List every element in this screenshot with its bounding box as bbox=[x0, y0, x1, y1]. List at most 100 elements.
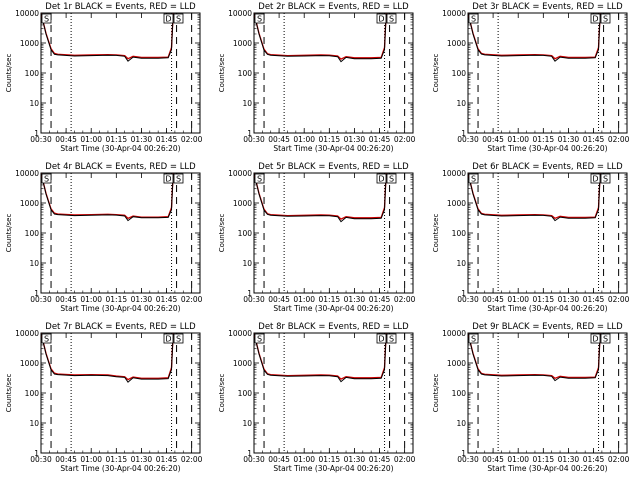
y-tick-label: 100 bbox=[25, 389, 40, 398]
marker-box-label: D bbox=[165, 15, 171, 24]
x-tick-label: 02:00 bbox=[394, 295, 416, 304]
y-tick-label: 1 bbox=[34, 289, 39, 298]
x-tick-label: 02:00 bbox=[394, 135, 416, 144]
marker-box bbox=[468, 173, 479, 184]
plot-area bbox=[254, 13, 406, 133]
marker-box bbox=[468, 333, 479, 344]
x-tick-label: 00:45 bbox=[482, 135, 504, 144]
lld-series-line bbox=[41, 333, 174, 381]
chart-title: Det 8r BLACK = Events, RED = LLD bbox=[258, 322, 409, 332]
chart-title: Det 3r BLACK = Events, RED = LLD bbox=[472, 2, 623, 12]
marker-box bbox=[600, 333, 611, 344]
plot-area bbox=[41, 13, 193, 133]
y-tick-label: 1 bbox=[461, 129, 466, 138]
plot-area bbox=[41, 333, 193, 453]
x-tick-label: 01:45 bbox=[156, 295, 178, 304]
marker-box-label: S bbox=[257, 175, 262, 184]
x-tick-label: 01:15 bbox=[106, 455, 128, 464]
marker-box-label: S bbox=[176, 15, 181, 24]
x-tick-label: 01:00 bbox=[507, 455, 529, 464]
marker-box bbox=[254, 173, 265, 184]
detector-chart-7: Det 7r BLACK = Events, RED = LLD 1 10 100 10… bbox=[5, 322, 203, 473]
plot-area bbox=[468, 333, 620, 453]
plot-area bbox=[41, 173, 193, 293]
plot-area bbox=[254, 333, 406, 453]
y-tick-label: 10 bbox=[242, 259, 252, 268]
y-tick-label: 10000 bbox=[442, 169, 466, 178]
y-tick-label: 10 bbox=[456, 259, 466, 268]
x-tick-label: 00:45 bbox=[482, 455, 504, 464]
y-tick-label: 100 bbox=[25, 69, 40, 78]
lld-series-line bbox=[41, 173, 174, 220]
y-tick-label: 100 bbox=[238, 229, 253, 238]
x-tick-label: 00:30 bbox=[30, 135, 52, 144]
marker-box-label: S bbox=[257, 15, 262, 24]
x-tick-label: 00:45 bbox=[268, 455, 290, 464]
x-tick-label: 02:00 bbox=[181, 455, 203, 464]
x-tick-label: 00:45 bbox=[482, 295, 504, 304]
events-series-line bbox=[254, 173, 387, 223]
x-tick-label: 02:00 bbox=[181, 135, 203, 144]
x-tick-label: 00:45 bbox=[268, 135, 290, 144]
x-tick-label: 00:30 bbox=[243, 135, 265, 144]
marker-box bbox=[254, 333, 265, 344]
y-tick-label: 1000 bbox=[233, 199, 252, 208]
x-tick-label: 02:00 bbox=[394, 455, 416, 464]
marker-box bbox=[590, 13, 601, 24]
marker-box bbox=[376, 333, 387, 344]
marker-box-label: D bbox=[165, 335, 171, 344]
y-axis-label: Counts/sec bbox=[218, 374, 226, 413]
y-tick-label: 1000 bbox=[233, 359, 252, 368]
events-series-line bbox=[254, 333, 387, 383]
marker-box-label: S bbox=[471, 335, 476, 344]
detector-chart-5: Det 5r BLACK = Events, RED = LLD 1 10 100 10… bbox=[218, 162, 416, 313]
y-axis-label: Counts/sec bbox=[218, 54, 226, 93]
y-axis-label: Counts/sec bbox=[5, 374, 13, 413]
lld-series-line bbox=[254, 13, 387, 60]
x-tick-label: 01:15 bbox=[319, 455, 341, 464]
x-tick-label: 01:30 bbox=[558, 455, 580, 464]
y-tick-label: 10000 bbox=[228, 169, 252, 178]
plot-area bbox=[468, 13, 620, 133]
marker-box-label: D bbox=[378, 335, 384, 344]
y-tick-label: 10 bbox=[456, 99, 466, 108]
x-axis-label: Start Time (30-Apr-04 00:26:20) bbox=[273, 464, 393, 473]
y-tick-label: 10000 bbox=[228, 9, 252, 18]
y-tick-label: 1000 bbox=[20, 199, 39, 208]
x-tick-label: 00:45 bbox=[268, 295, 290, 304]
y-tick-label: 1 bbox=[461, 449, 466, 458]
marker-box-label: S bbox=[471, 15, 476, 24]
y-tick-label: 10 bbox=[29, 419, 39, 428]
x-tick-label: 02:00 bbox=[608, 295, 630, 304]
detector-chart-2: Det 2r BLACK = Events, RED = LLD 1 10 100 10… bbox=[218, 2, 416, 153]
x-tick-label: 01:45 bbox=[583, 295, 605, 304]
chart-title: Det 4r BLACK = Events, RED = LLD bbox=[45, 162, 196, 172]
x-tick-label: 01:30 bbox=[344, 455, 366, 464]
x-axis-label: Start Time (30-Apr-04 00:26:20) bbox=[487, 464, 607, 473]
y-tick-label: 1000 bbox=[233, 39, 252, 48]
marker-box bbox=[600, 13, 611, 24]
events-series-line bbox=[41, 13, 174, 62]
detector-chart-4: Det 4r BLACK = Events, RED = LLD 1 10 100 10… bbox=[5, 162, 203, 313]
events-series-line bbox=[468, 173, 601, 222]
plot-area bbox=[468, 173, 620, 293]
marker-box-label: D bbox=[378, 15, 384, 24]
x-tick-label: 01:00 bbox=[293, 295, 315, 304]
y-tick-label: 1 bbox=[247, 129, 252, 138]
x-tick-label: 00:30 bbox=[457, 455, 479, 464]
marker-box bbox=[254, 13, 265, 24]
x-tick-label: 01:00 bbox=[80, 455, 102, 464]
x-tick-label: 01:15 bbox=[106, 295, 128, 304]
x-tick-label: 01:15 bbox=[319, 135, 341, 144]
y-tick-label: 1 bbox=[34, 129, 39, 138]
x-tick-label: 01:45 bbox=[369, 295, 391, 304]
x-tick-label: 01:30 bbox=[131, 455, 153, 464]
x-tick-label: 01:45 bbox=[369, 135, 391, 144]
x-tick-label: 01:15 bbox=[533, 295, 555, 304]
chart-title: Det 5r BLACK = Events, RED = LLD bbox=[258, 162, 409, 172]
marker-box-label: D bbox=[378, 175, 384, 184]
marker-box bbox=[41, 173, 52, 184]
lld-series-line bbox=[254, 333, 387, 380]
detector-chart-8: Det 8r BLACK = Events, RED = LLD 1 10 100 10… bbox=[218, 322, 416, 473]
